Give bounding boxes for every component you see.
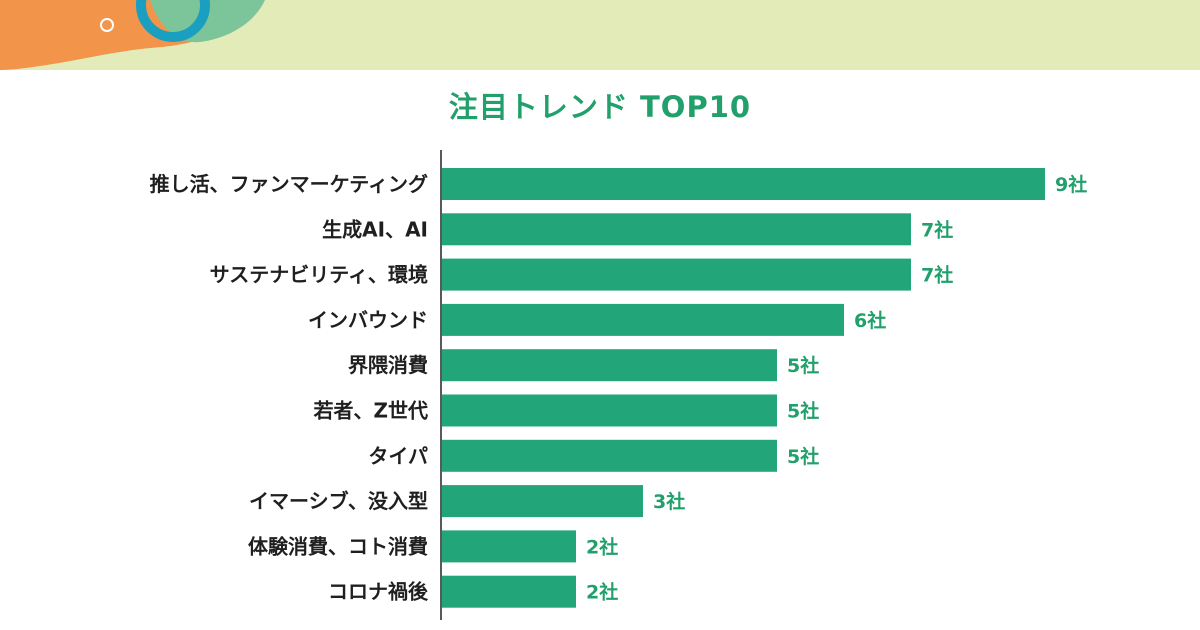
value-label: 5社 [787, 400, 819, 423]
category-label: イマーシブ、没入型 [249, 489, 428, 513]
bar [442, 213, 911, 246]
bar [442, 439, 777, 472]
bar [442, 485, 643, 518]
bar [442, 168, 1045, 200]
small-ring [100, 18, 114, 32]
decorative-circles-icon [0, 0, 265, 70]
category-label: コロナ禍後 [328, 580, 429, 604]
value-label: 3社 [653, 490, 685, 513]
category-label: 体験消費、コト消費 [248, 534, 428, 558]
value-label: 2社 [586, 581, 618, 604]
value-label: 5社 [787, 354, 819, 377]
category-label: 生成AI、AI [322, 217, 428, 241]
value-label: 6社 [854, 309, 886, 332]
category-label: 推し活、ファンマーケティング [150, 172, 428, 196]
bar [442, 258, 911, 291]
bar [442, 394, 777, 427]
bar [442, 530, 576, 563]
category-label: サステナビリティ、環境 [210, 263, 428, 287]
chart-title: 注目トレンド TOP10 [448, 90, 752, 124]
value-label: 9社 [1055, 173, 1087, 196]
value-label: 2社 [586, 535, 618, 558]
bar [442, 303, 844, 336]
category-label: 若者、Z世代 [312, 399, 428, 423]
value-label: 5社 [787, 445, 819, 468]
teal-ring [136, 0, 210, 42]
bar [442, 575, 576, 608]
category-label: インバウンド [308, 308, 428, 332]
value-label: 7社 [921, 264, 953, 287]
bar [442, 349, 777, 382]
category-label: 界隈消費 [348, 353, 428, 377]
value-label: 7社 [921, 218, 953, 241]
category-label: タイパ [368, 444, 428, 468]
